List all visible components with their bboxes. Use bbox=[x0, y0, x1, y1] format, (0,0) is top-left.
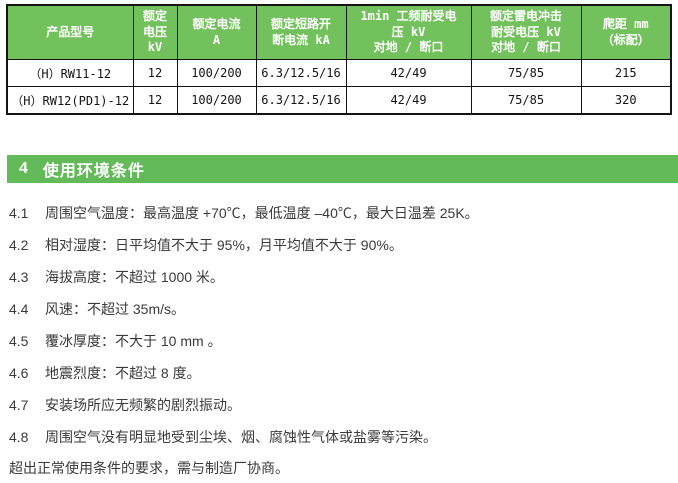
header-product-model: 产品型号 bbox=[6, 4, 134, 60]
item-text: 风速：不超过 35m/s。 bbox=[45, 301, 186, 317]
table-row: （H）RW11-12 12 100/200 6.3/12.5/16 42/49 … bbox=[6, 59, 672, 87]
table-row: （H）RW12(PD1)-12 12 100/200 6.3/12.5/16 4… bbox=[6, 86, 672, 115]
item-text: 安装场所应无频繁的剧烈振动。 bbox=[45, 397, 241, 413]
section-number: 4 bbox=[19, 160, 28, 177]
list-item: 4.1 周围空气温度：最高温度 +70℃，最低温度 –40℃，最大日温差 25K… bbox=[9, 197, 671, 229]
cell-creepage: 320 bbox=[580, 86, 672, 115]
list-item: 4.6 地震烈度：不超过 8 度。 bbox=[9, 357, 671, 389]
item-number: 4.3 bbox=[9, 269, 29, 285]
cell-lightning: 75/85 bbox=[470, 59, 582, 87]
list-item: 4.3 海拔高度：不超过 1000 米。 bbox=[9, 261, 671, 293]
cell-model: （H）RW11-12 bbox=[6, 59, 134, 87]
header-rated-voltage: 额定 电压 kV bbox=[132, 4, 178, 60]
item-number: 4.7 bbox=[9, 397, 29, 413]
cell-power-freq: 42/49 bbox=[345, 59, 472, 87]
cell-breaking-current: 6.3/12.5/16 bbox=[255, 59, 347, 87]
header-lightning-impulse: 额定雷电冲击 耐受电压 kV 对地 / 断口 bbox=[470, 4, 582, 60]
cell-current: 100/200 bbox=[176, 59, 257, 87]
cell-voltage: 12 bbox=[132, 86, 178, 115]
header-label: 产品型号 bbox=[46, 24, 95, 39]
cell-creepage: 215 bbox=[580, 59, 672, 87]
item-text: 覆冰厚度：不大于 10 mm 。 bbox=[45, 333, 222, 349]
item-number: 4.5 bbox=[9, 333, 29, 349]
item-text: 周围空气温度：最高温度 +70℃，最低温度 –40℃，最大日温差 25K。 bbox=[45, 205, 479, 221]
item-number: 4.1 bbox=[9, 205, 29, 221]
list-item: 4.4 风速：不超过 35m/s。 bbox=[9, 293, 671, 325]
header-power-freq-withstand: 1min 工频耐受电 压 kV 对地 / 断口 bbox=[345, 4, 472, 60]
header-rated-current: 额定电流 A bbox=[176, 4, 257, 60]
section-header-bar: 4 使用环境条件 bbox=[7, 155, 678, 183]
section-title: 使用环境条件 bbox=[42, 163, 145, 180]
footer-note: 超出正常使用条件的要求，需与制造厂协商。 bbox=[9, 460, 289, 476]
cell-lightning: 75/85 bbox=[470, 86, 582, 115]
item-number: 4.8 bbox=[9, 429, 29, 445]
item-text: 相对湿度：日平均值不大于 95%，月平均值不大于 90%。 bbox=[45, 237, 403, 253]
list-item: 4.5 覆冰厚度：不大于 10 mm 。 bbox=[9, 325, 671, 357]
header-breaking-current: 额定短路开 断电流 kA bbox=[255, 4, 347, 60]
product-spec-table: 产品型号 额定 电压 kV 额定电流 A 额定短路开 断电流 kA 1min 工… bbox=[6, 4, 672, 115]
cell-power-freq: 42/49 bbox=[345, 86, 472, 115]
item-number: 4.4 bbox=[9, 301, 29, 317]
list-item: 4.2 相对湿度：日平均值不大于 95%，月平均值不大于 90%。 bbox=[9, 229, 671, 261]
header-creepage-distance: 爬距 mm （标配） bbox=[580, 4, 672, 60]
list-item: 4.7 安装场所应无频繁的剧烈振动。 bbox=[9, 389, 671, 421]
list-item: 4.8 周围空气没有明显地受到尘埃、烟、腐蚀性气体或盐雾等污染。 bbox=[9, 421, 671, 453]
item-text: 周围空气没有明显地受到尘埃、烟、腐蚀性气体或盐雾等污染。 bbox=[45, 429, 437, 445]
item-text: 海拔高度：不超过 1000 米。 bbox=[45, 269, 224, 285]
cell-voltage: 12 bbox=[132, 59, 178, 87]
item-number: 4.6 bbox=[9, 365, 29, 381]
cell-breaking-current: 6.3/12.5/16 bbox=[255, 86, 347, 115]
cell-model: （H）RW12(PD1)-12 bbox=[6, 86, 134, 115]
item-text: 地震烈度：不超过 8 度。 bbox=[45, 365, 201, 381]
environment-conditions-list: 4.1 周围空气温度：最高温度 +70℃，最低温度 –40℃，最大日温差 25K… bbox=[9, 197, 671, 483]
item-number: 4.2 bbox=[9, 237, 29, 253]
cell-current: 100/200 bbox=[176, 86, 257, 115]
table-header-row: 产品型号 额定 电压 kV 额定电流 A 额定短路开 断电流 kA 1min 工… bbox=[6, 4, 672, 60]
